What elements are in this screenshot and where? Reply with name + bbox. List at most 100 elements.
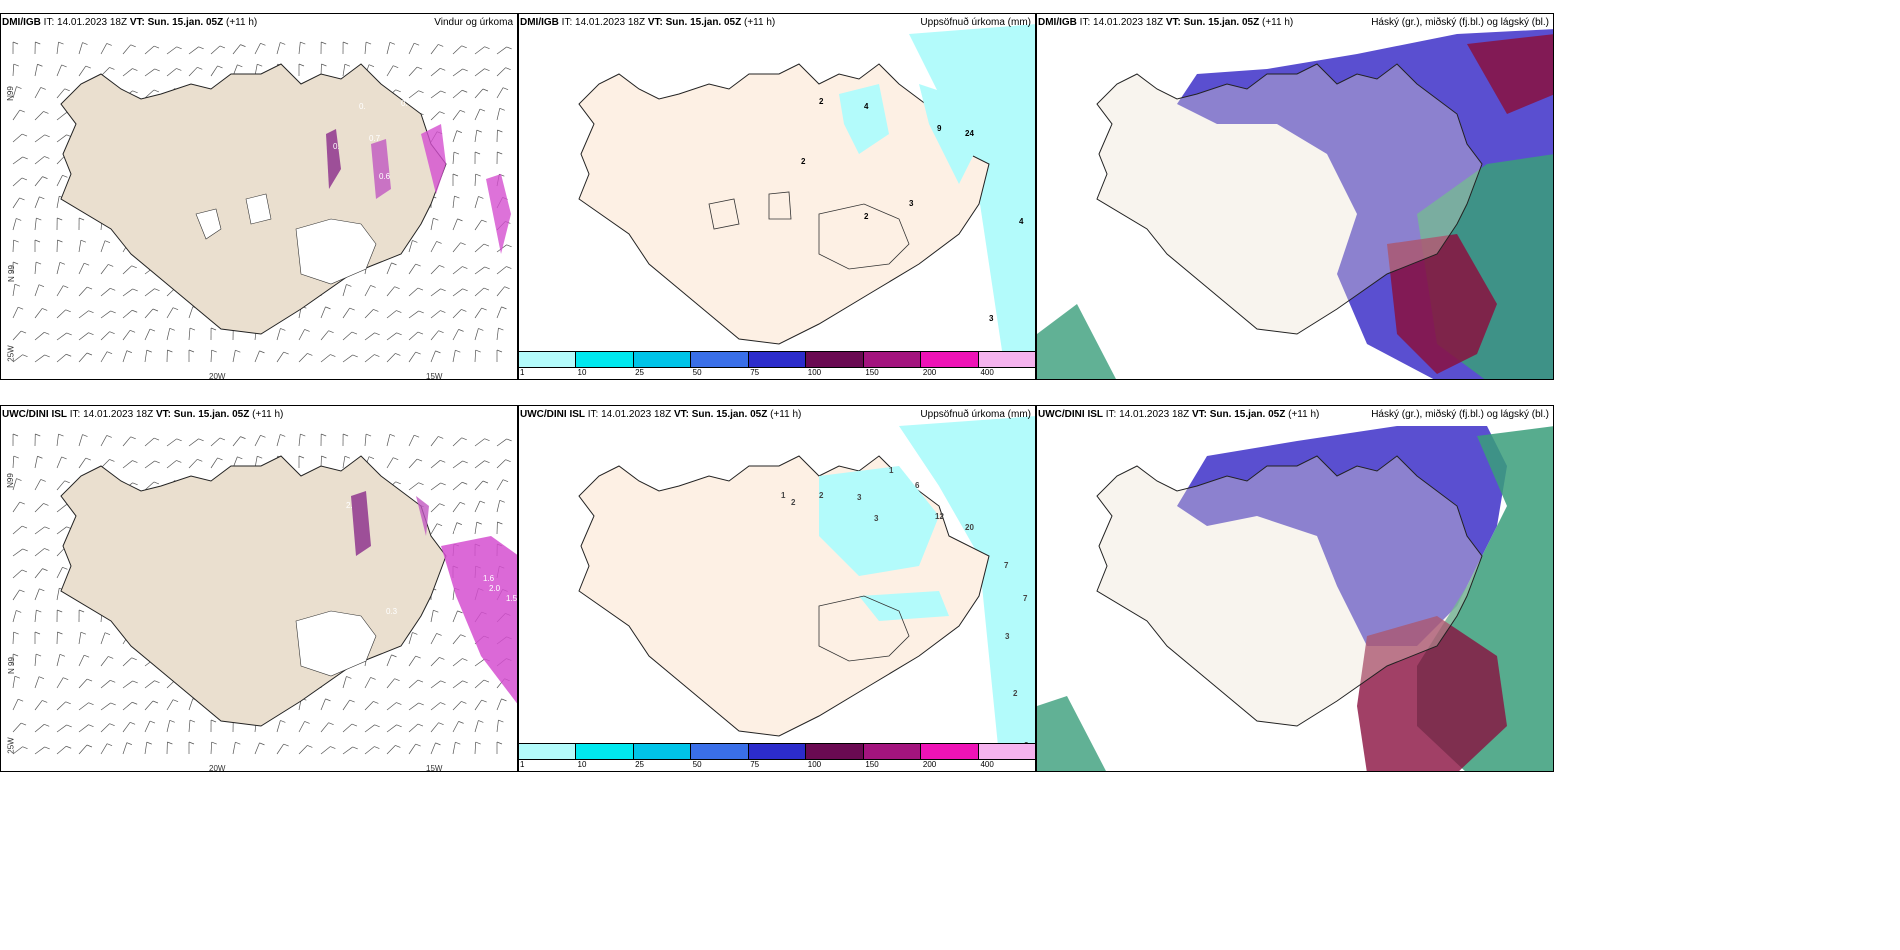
wind-barb <box>188 459 198 469</box>
wind-barb-flag <box>394 286 400 290</box>
wind-barb-flag <box>83 654 90 658</box>
precip-value: 2.0 <box>449 136 461 145</box>
wind-barb-flag <box>131 657 137 661</box>
wind-barb-flag <box>307 745 313 748</box>
wind-barb-flag <box>132 288 138 292</box>
wind-barb-flag <box>484 438 490 442</box>
wind-barb-flag <box>104 632 111 636</box>
wind-barb-flag <box>506 46 512 50</box>
it-label: IT: <box>1105 409 1117 420</box>
wind-barb <box>408 655 416 667</box>
wind-barb-flag <box>153 45 160 49</box>
wind-barb <box>386 65 394 77</box>
wind-barb-flag <box>475 741 481 745</box>
wind-barb-flag <box>85 457 91 461</box>
accum-value: 2 <box>864 212 869 221</box>
lead-time: (+11 h) <box>252 409 284 420</box>
lead-time: (+11 h) <box>1262 17 1294 28</box>
wind-barb-flag <box>393 65 399 69</box>
wind-barb-flag <box>169 327 175 331</box>
wind-map <box>12 433 517 755</box>
wind-barb <box>364 701 374 711</box>
colorbar: 1 10 25 50 75 100 150 200 400 <box>519 351 1035 379</box>
accum-value: 12 <box>935 512 944 521</box>
wind-barb-flag <box>504 286 510 290</box>
wind-barb <box>34 218 37 231</box>
colorbar-swatch <box>921 744 979 759</box>
colorbar-label: 25 <box>635 368 645 377</box>
colorbar-label: 100 <box>807 368 822 377</box>
wind-barb <box>474 219 482 231</box>
wind-barb-flag <box>498 327 504 331</box>
wind-barb-flag <box>57 609 63 613</box>
accum-value: 2 <box>1013 689 1018 698</box>
wind-barb <box>276 720 281 733</box>
wind-barb <box>452 502 461 513</box>
wind-barb-flag <box>131 265 137 269</box>
wind-barb <box>320 354 331 363</box>
precip-cell <box>416 496 429 536</box>
wind-barb-flag <box>321 455 327 459</box>
wind-barb <box>188 46 199 55</box>
wind-barb-flag <box>240 44 246 47</box>
accum-value: 3 <box>874 514 879 523</box>
wind-barb-flag <box>44 354 50 358</box>
wind-barb <box>78 434 83 447</box>
land-precip <box>919 84 974 184</box>
wind-barb <box>430 218 434 231</box>
wind-barb-flag <box>188 349 195 353</box>
wind-barb-flag <box>12 41 19 45</box>
wind-barb <box>452 481 463 491</box>
wind-barb-flag <box>35 433 41 437</box>
colorbar-swatches <box>519 743 1035 760</box>
wind-barb <box>34 111 44 121</box>
wind-barb <box>56 456 62 469</box>
wind-barb <box>496 720 499 733</box>
sea-precip <box>899 416 1035 756</box>
wind-barb <box>452 68 463 77</box>
wind-barb <box>56 434 59 447</box>
wind-barb <box>144 89 155 99</box>
wind-barb-flag <box>482 88 489 92</box>
wind-barb <box>34 284 40 297</box>
wind-barb-flag <box>304 721 310 724</box>
wind-barb <box>34 526 45 535</box>
wind-barb-flag <box>21 525 28 529</box>
wind-barb <box>276 328 281 341</box>
wind-barb <box>342 676 347 689</box>
wind-barb-flag <box>65 701 71 705</box>
wind-barb-flag <box>86 352 93 356</box>
wind-barb-flag <box>505 67 511 71</box>
wind-barb <box>144 700 154 711</box>
wind-barb-flag <box>496 741 503 745</box>
wind-barb-flag <box>19 109 25 113</box>
wind-barb-flag <box>132 309 138 313</box>
wind-barb-flag <box>42 176 48 179</box>
wind-barb-flag <box>132 482 138 486</box>
colorbar-label: 25 <box>635 760 645 769</box>
wind-barb-flag <box>44 746 50 750</box>
wind-barb-flag <box>16 478 22 481</box>
wind-barb <box>144 481 155 491</box>
wind-barb-flag <box>481 219 487 223</box>
wind-barb <box>56 88 65 99</box>
wind-barb <box>210 350 213 363</box>
precip-value: 2. <box>346 501 353 510</box>
wind-barb <box>56 504 67 513</box>
wind-barb <box>100 632 106 645</box>
wind-barb-flag <box>146 349 152 353</box>
wind-barb <box>100 656 109 667</box>
wind-barb <box>12 64 15 77</box>
vt-label: VT: <box>647 17 663 28</box>
wind-barb-flag <box>497 129 503 133</box>
wind-barb <box>408 702 419 711</box>
wind-barb-flag <box>325 306 331 310</box>
it-value: 14.01.2023 18Z <box>1119 409 1190 420</box>
wind-barb-flag <box>396 724 402 728</box>
wind-barb-flag <box>259 350 265 354</box>
wind-barb <box>12 177 23 187</box>
wind-barb <box>122 265 132 275</box>
wind-barb <box>12 631 14 645</box>
wind-barb-flag <box>132 68 138 71</box>
wind-barb <box>12 698 19 711</box>
